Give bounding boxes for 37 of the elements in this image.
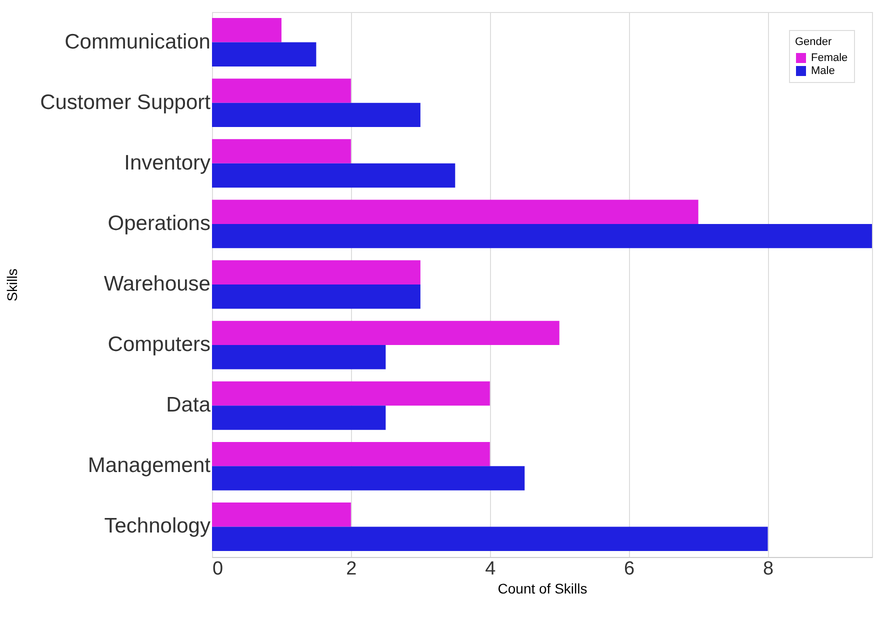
bar [212, 345, 386, 370]
y-tick-label: Management [88, 454, 211, 478]
bar [212, 502, 351, 527]
bar [212, 442, 490, 466]
legend-label: Female [811, 52, 848, 64]
x-tick-label: 2 [346, 558, 357, 580]
y-tick-label: Customer Support [40, 90, 211, 114]
y-tick-label: Communication [64, 30, 210, 54]
x-axis-title: Count of Skills [498, 580, 588, 596]
y-tick-label: Operations [108, 212, 210, 235]
x-tick-label: 6 [624, 558, 635, 580]
bar [212, 466, 525, 490]
bar [212, 102, 420, 128]
y-tick-label: Data [166, 394, 211, 417]
y-axis-title: Skills [4, 268, 20, 302]
bar [212, 42, 316, 66]
legend-label: Male [811, 65, 835, 77]
bar [212, 224, 872, 248]
bar [212, 139, 351, 164]
bar [212, 78, 351, 103]
y-tick-label: Technology [104, 514, 211, 538]
bar [212, 260, 420, 284]
y-tick-label: Inventory [124, 151, 211, 174]
x-tick-label: 4 [485, 558, 496, 580]
x-tick-label: 8 [763, 558, 774, 580]
bar [212, 526, 768, 551]
legend-title: Gender [795, 36, 832, 48]
bar [212, 18, 282, 42]
bar [212, 406, 386, 430]
bar [212, 284, 420, 309]
y-tick-label: Computers [108, 333, 210, 356]
bar [212, 163, 456, 188]
bar [212, 200, 698, 224]
bar [212, 320, 560, 346]
x-tick-label: 0 [212, 558, 224, 580]
bar [212, 381, 490, 406]
y-tick-label: Warehouse [104, 272, 210, 296]
